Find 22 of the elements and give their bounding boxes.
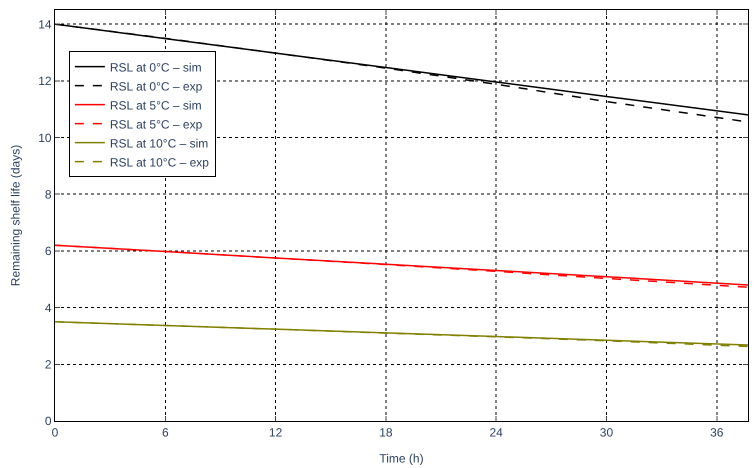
y-tick-label: 4	[44, 300, 52, 315]
x-axis-title: Time (h)	[379, 451, 424, 466]
y-tick-label: 6	[44, 244, 52, 258]
y-tick-label: 0	[44, 414, 52, 428]
x-tick-label: 36	[710, 425, 724, 440]
y-tick-label: 12	[38, 74, 52, 88]
legend-label: RSL at 5°C – sim	[110, 98, 202, 112]
y-tick-label: 10	[38, 130, 52, 145]
x-tick-label: 30	[600, 425, 614, 440]
legend-label: RSL at 0°C – sim	[110, 60, 202, 74]
x-tick-label: 24	[489, 425, 504, 440]
legend-label: RSL at 10°C – sim	[110, 136, 208, 150]
x-tick-label: 12	[268, 425, 283, 440]
y-tick-label: 2	[44, 358, 52, 372]
x-tick-label: 6	[162, 425, 169, 440]
x-tick-label: 18	[379, 425, 393, 440]
y-axis-title: Remaining shelf life (days)	[8, 144, 23, 286]
legend-label: RSL at 10°C – exp	[110, 155, 210, 170]
legend-label: RSL at 5°C – exp	[110, 117, 203, 132]
y-tick-label: 8	[44, 187, 52, 202]
y-tick-label: 14	[38, 17, 52, 32]
legend-label: RSL at 0°C – exp	[110, 79, 203, 94]
